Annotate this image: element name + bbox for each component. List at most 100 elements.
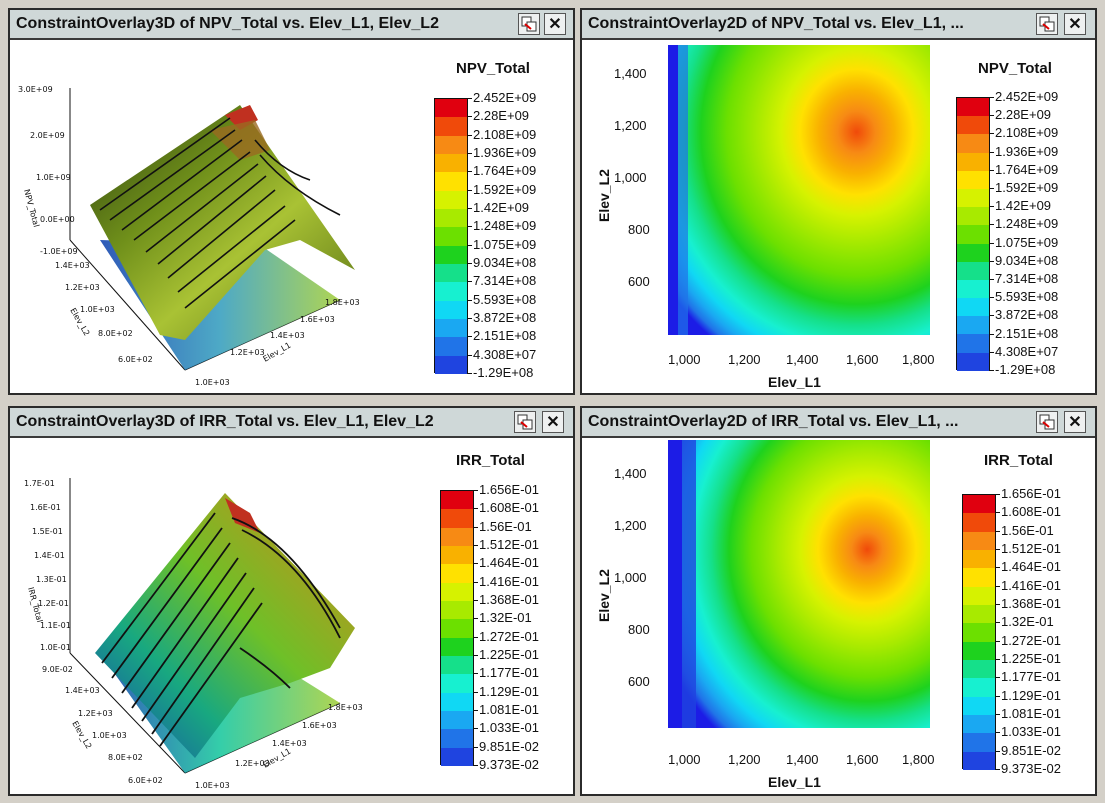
restore-icon[interactable]	[518, 13, 540, 35]
x-tick: 1.4E+03	[270, 331, 305, 340]
legend-level-label: 1.272E-01	[1001, 632, 1061, 648]
legend-tick	[995, 640, 1000, 642]
window-titlebar[interactable]: ConstraintOverlay2D of NPV_Total vs. Ele…	[582, 10, 1095, 40]
legend-swatch	[963, 733, 995, 752]
legend-level-label: 2.151E+08	[473, 328, 537, 344]
legend-tick	[473, 618, 478, 620]
legend-tick	[989, 351, 994, 353]
chart-area: 1,400 1,200 1,000 800 600 Elev_L2 1,000 …	[582, 438, 1095, 794]
legend-swatch	[963, 751, 995, 770]
x-tick-label: 1,000	[668, 352, 701, 367]
legend-swatch	[957, 261, 989, 280]
legend-level-label: 1.464E-01	[1001, 559, 1061, 575]
legend-swatch	[963, 678, 995, 697]
legend-swatch	[441, 545, 473, 565]
legend-level-label: 1.42E+09	[473, 200, 530, 215]
z-tick: 1.3E-01	[36, 575, 67, 584]
window-titlebar[interactable]: ConstraintOverlay3D of NPV_Total vs. Ele…	[10, 10, 573, 40]
legend-swatch	[435, 355, 467, 374]
legend-tick	[467, 134, 472, 136]
legend-level-label: 1.32E-01	[1001, 614, 1054, 630]
legend-level-label: 1.592E+09	[473, 181, 537, 197]
legend-tick	[989, 242, 994, 244]
legend-title: IRR_Total	[456, 452, 525, 469]
legend-swatch	[963, 495, 995, 514]
legend-level-label: 2.108E+09	[995, 125, 1059, 141]
legend-level-label: 1.936E+09	[995, 143, 1059, 159]
z-tick: 1.4E-01	[34, 551, 65, 560]
legend-swatch	[435, 135, 467, 154]
z-tick: 1.7E-01	[24, 479, 55, 488]
y-tick-label: 1,000	[614, 570, 647, 585]
legend-level-label: 1.081E-01	[1001, 706, 1061, 721]
legend-tick	[467, 281, 472, 283]
legend-level-label: 1.464E-01	[479, 555, 539, 571]
legend-level-label: 1.081E-01	[479, 702, 539, 717]
x-axis-label: Elev_L1	[768, 374, 821, 390]
legend-swatch	[963, 568, 995, 587]
legend-swatch	[441, 527, 473, 546]
legend-swatch	[441, 710, 473, 730]
x-tick: 1.6E+03	[300, 315, 335, 324]
y-tick-label: 1,200	[614, 518, 647, 533]
color-legend	[434, 98, 468, 374]
legend-swatch	[441, 619, 473, 638]
restore-icon[interactable]	[1036, 411, 1058, 433]
legend-tick	[467, 354, 472, 356]
legend-tick	[989, 260, 994, 262]
legend-level-label: 3.872E+08	[995, 307, 1059, 323]
legend-tick	[467, 189, 472, 191]
z-tick: 2.0E+09	[30, 131, 65, 140]
legend-tick	[989, 279, 994, 280]
legend-tick	[473, 563, 478, 565]
y-tick-label: 1,400	[614, 466, 647, 481]
close-icon[interactable]: ✕	[542, 411, 564, 433]
close-icon[interactable]: ✕	[544, 13, 566, 35]
restore-icon[interactable]	[514, 411, 536, 433]
z-tick: 0.0E+00	[40, 215, 75, 224]
legend-swatch	[441, 729, 473, 748]
restore-icon[interactable]	[1036, 13, 1058, 35]
legend-tick	[989, 188, 994, 189]
legend-level-label: 2.28E+09	[473, 108, 530, 124]
legend-tick	[467, 373, 472, 374]
chart-area: 3.0E+09 2.0E+09 1.0E+09 0.0E+00 -1.0E+09…	[10, 40, 573, 393]
legend-swatch	[435, 227, 467, 246]
x-tick: 1.0E+03	[195, 781, 230, 790]
x-axis-label: Elev_L1	[768, 774, 821, 790]
legend-level-label: 1.075E+09	[473, 236, 537, 252]
legend-level-label: -1.29E+08	[995, 362, 1056, 377]
close-icon[interactable]: ✕	[1064, 13, 1086, 35]
legend-level-label: 1.129E-01	[1001, 687, 1061, 703]
legend-tick	[467, 208, 472, 209]
legend-title: NPV_Total	[978, 60, 1052, 77]
legend-swatch	[435, 99, 467, 118]
legend-swatch	[435, 208, 467, 228]
legend-tick	[989, 224, 994, 226]
x-tick-label: 1,200	[728, 752, 761, 767]
legend-level-label: 4.308E+07	[473, 346, 537, 362]
z-tick: 1.5E-01	[32, 527, 63, 536]
legend-level-label: 1.608E-01	[1001, 504, 1061, 520]
legend-level-label: 1.608E-01	[479, 500, 539, 516]
legend-tick	[473, 490, 478, 491]
y-tick: 1.4E+03	[65, 686, 100, 695]
legend-level-label: 1.248E+09	[995, 216, 1059, 232]
legend-swatch	[963, 659, 995, 679]
close-icon[interactable]: ✕	[1064, 411, 1086, 433]
legend-level-label: 7.314E+08	[473, 273, 537, 289]
z-tick: 1.6E-01	[30, 503, 61, 512]
legend-tick	[473, 746, 478, 748]
y-axis-label: Elev_L2	[596, 169, 612, 222]
window-titlebar[interactable]: ConstraintOverlay3D of IRR_Total vs. Ele…	[10, 408, 573, 438]
legend-swatch	[963, 513, 995, 532]
legend-tick	[995, 714, 1000, 715]
legend-level-label: 2.452E+09	[995, 89, 1059, 104]
window-titlebar[interactable]: ConstraintOverlay2D of IRR_Total vs. Ele…	[582, 408, 1095, 438]
legend-swatch	[957, 316, 989, 335]
y-tick: 8.0E+02	[108, 753, 143, 762]
legend-title: NPV_Total	[456, 60, 530, 77]
legend-tick	[989, 297, 994, 299]
legend-level-label: 2.452E+09	[473, 90, 537, 105]
y-tick-label: 1,200	[614, 118, 647, 133]
